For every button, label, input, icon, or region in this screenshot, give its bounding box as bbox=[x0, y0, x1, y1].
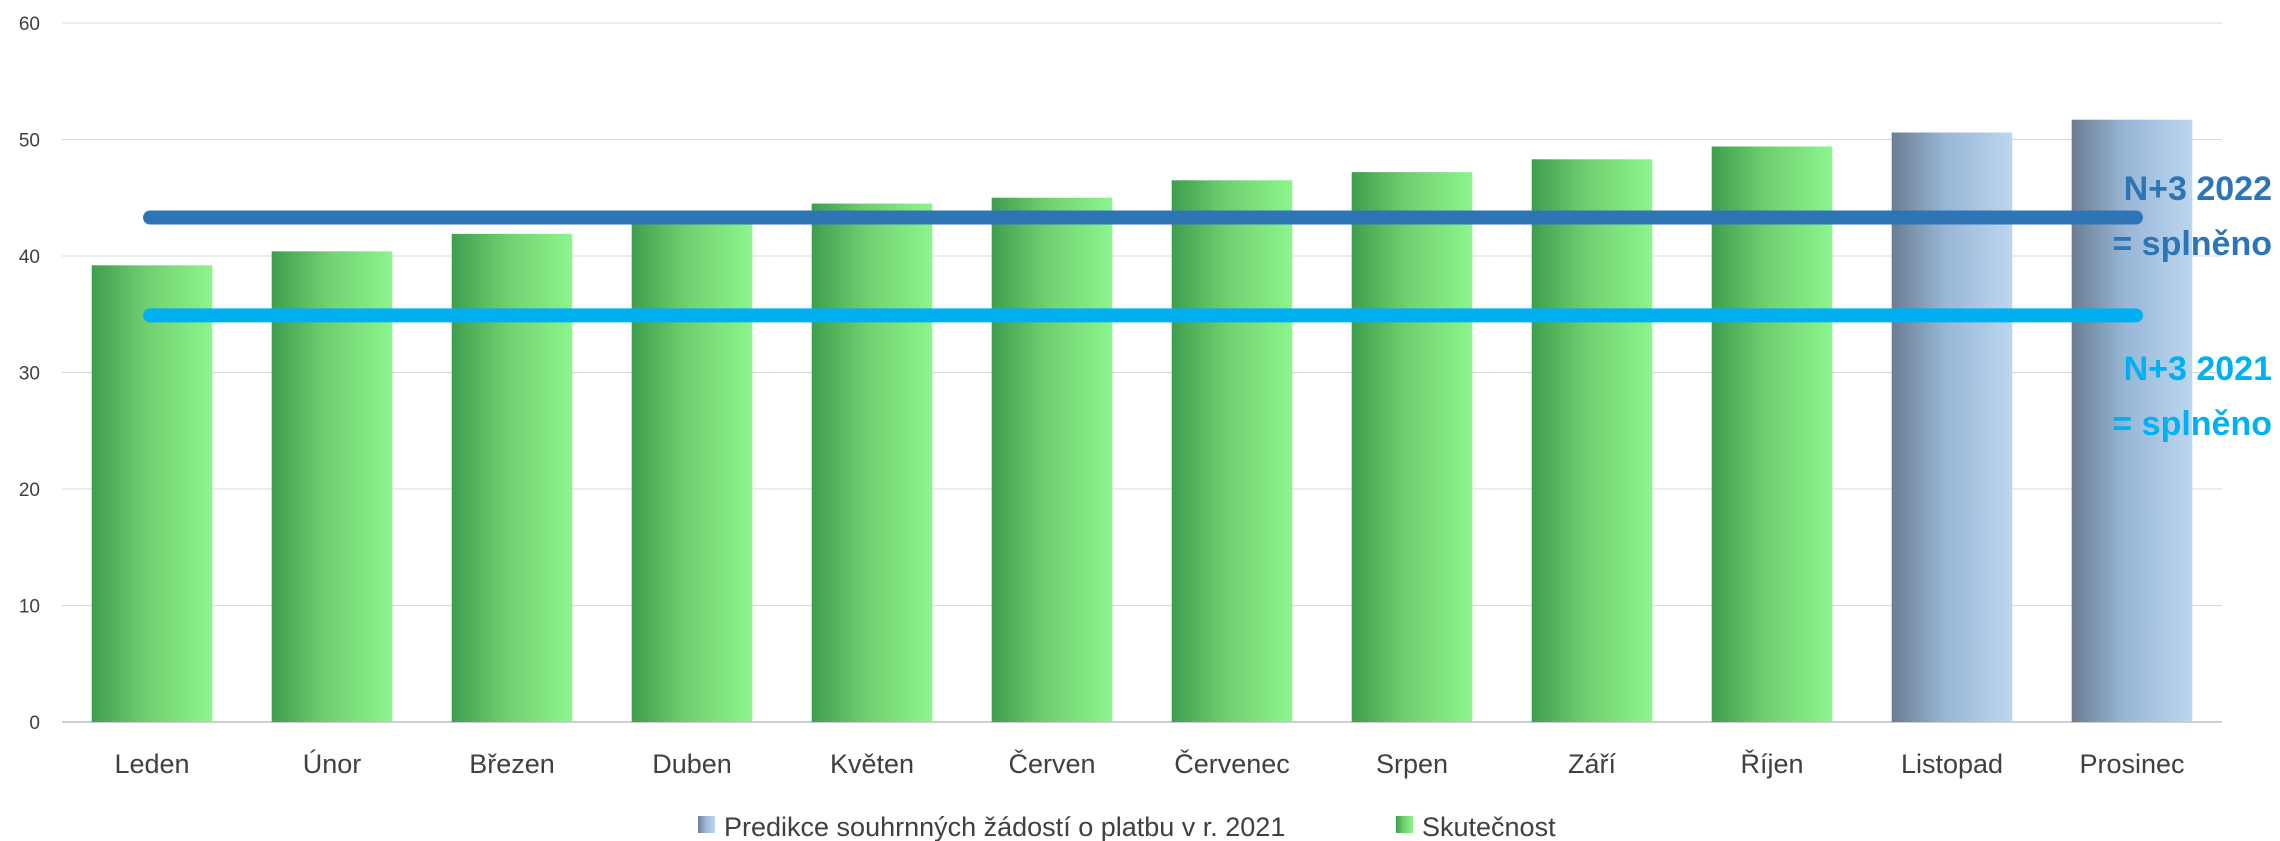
x-category-label: Září bbox=[1568, 749, 1617, 779]
x-category-label: Květen bbox=[830, 749, 914, 779]
legend-label: Skutečnost bbox=[1422, 812, 1556, 841]
x-category-label: Červenec bbox=[1174, 748, 1290, 779]
y-tick-label: 50 bbox=[19, 131, 40, 152]
bar-skutecnost bbox=[271, 251, 393, 722]
x-category-label: Listopad bbox=[1901, 749, 2003, 779]
x-category-label: Březen bbox=[469, 749, 555, 779]
y-tick-label: 60 bbox=[19, 14, 40, 35]
bar-skutecnost bbox=[631, 217, 753, 722]
y-tick-label: 20 bbox=[19, 480, 40, 501]
x-category-label: Prosinec bbox=[2079, 749, 2184, 779]
legend: Predikce souhrnných žádostí o platbu v r… bbox=[698, 812, 1556, 841]
bar-skutecnost bbox=[1531, 159, 1653, 722]
bar-predikce bbox=[1891, 132, 2013, 722]
bar-skutecnost bbox=[991, 197, 1113, 722]
legend-label: Predikce souhrnných žádostí o platbu v r… bbox=[724, 812, 1285, 841]
x-category-label: Říjen bbox=[1740, 748, 1803, 779]
reference-line-label: = splněno bbox=[2112, 405, 2272, 443]
y-axis-tick-labels: 0 10 20 30 40 50 60 bbox=[19, 14, 40, 734]
legend-swatch bbox=[1396, 816, 1413, 833]
x-category-label: Srpen bbox=[1376, 749, 1448, 779]
bar-skutecnost bbox=[1171, 180, 1293, 722]
x-axis-category-labels: Leden Únor Březen Duben Květen Červen Červenec… bbox=[114, 748, 2184, 779]
reference-line-label: N+3 2022 bbox=[2124, 170, 2272, 208]
reference-lines: N+3 2022 = splněno N+3 2021 = splněno bbox=[143, 170, 2272, 443]
bar-skutecnost bbox=[91, 265, 213, 722]
bars bbox=[91, 119, 2193, 723]
x-category-label: Duben bbox=[652, 749, 732, 779]
bar-skutecnost bbox=[1351, 172, 1473, 722]
y-tick-label: 40 bbox=[19, 247, 40, 268]
y-tick-label: 10 bbox=[19, 597, 40, 618]
gridlines bbox=[62, 22, 2222, 723]
bar-skutecnost bbox=[451, 233, 573, 723]
x-category-label: Únor bbox=[303, 748, 362, 779]
bar-skutecnost bbox=[811, 203, 933, 722]
reference-line-label: N+3 2021 bbox=[2124, 350, 2272, 388]
y-tick-label: 0 bbox=[29, 713, 40, 734]
legend-swatch bbox=[698, 816, 715, 833]
x-category-label: Leden bbox=[114, 749, 189, 779]
y-tick-label: 30 bbox=[19, 364, 40, 385]
x-category-label: Červen bbox=[1008, 748, 1095, 779]
bar-skutecnost bbox=[1711, 146, 1833, 723]
reference-line-label: = splněno bbox=[2112, 225, 2272, 263]
